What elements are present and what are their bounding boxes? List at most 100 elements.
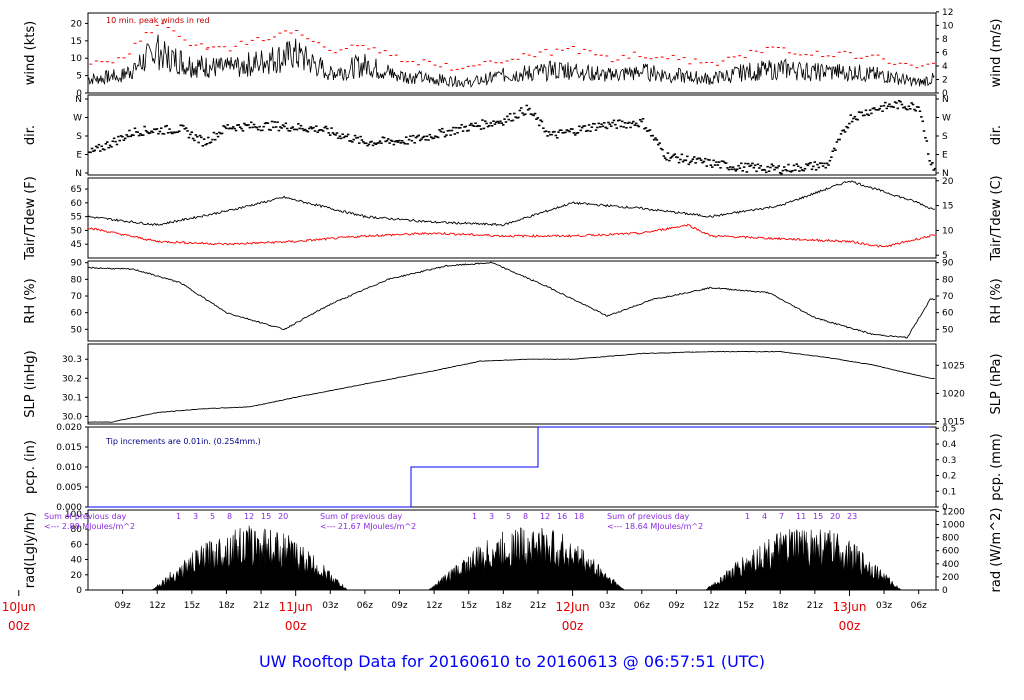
dir-point (182, 125, 185, 127)
dir-point (715, 161, 718, 163)
dir-point (423, 135, 426, 138)
slp-tick-label: 1025 (942, 361, 965, 371)
dir-point (352, 138, 355, 141)
x-tick-label: 18z (495, 601, 511, 611)
dir-point (299, 124, 303, 127)
dir-point (697, 157, 700, 160)
dir-point (283, 125, 286, 128)
rad-note-hour: 11 (796, 512, 806, 521)
dir-point (510, 120, 513, 122)
dir-point (196, 135, 199, 138)
x-tick-label: 06z (357, 601, 373, 611)
x-tick-label: 06z (911, 601, 927, 611)
dir-point (499, 120, 502, 123)
dir-point (680, 153, 684, 156)
dir-point (705, 165, 708, 167)
dir-point (453, 133, 456, 135)
slp-tick-label: 1015 (942, 418, 965, 428)
dir-point (268, 128, 271, 131)
dir-point (825, 162, 829, 165)
dir-point (100, 145, 103, 148)
dir-point (605, 127, 609, 130)
x-tick-label: 09z (391, 601, 407, 611)
pcp-tick-label: 0.020 (56, 423, 82, 433)
dir-point (211, 138, 214, 141)
dir-point (884, 101, 887, 104)
slp-tick-label: 1020 (942, 389, 965, 399)
dir-point (924, 137, 927, 139)
dir-point (601, 125, 605, 128)
dir-point (486, 125, 490, 128)
dir-point (612, 119, 616, 122)
rad-note-hour: 12 (244, 512, 254, 521)
rad-tick-label: 100 (65, 510, 82, 520)
rad-day-0 (150, 525, 349, 591)
dir-point (132, 134, 135, 137)
dir-point (845, 125, 848, 128)
rad-note-hour: 18 (574, 512, 584, 521)
dir-point (136, 131, 139, 133)
dir-point (377, 142, 380, 144)
dir-point (294, 128, 297, 131)
dir-point (308, 127, 311, 130)
dir-point (819, 162, 822, 164)
dir-point (142, 134, 145, 136)
rad-ylabel-left: rad(Lgly/hr) (23, 512, 38, 588)
dir-point (441, 127, 444, 130)
rh-tick-label: 70 (942, 292, 954, 302)
rad-tick-label: 80 (71, 525, 83, 535)
pcp-tick-label: 0.015 (56, 443, 82, 453)
dir-point (771, 165, 775, 167)
dir-point (345, 135, 348, 138)
dir-point (650, 135, 653, 137)
dir-point (439, 130, 443, 133)
dir-point (399, 142, 402, 144)
dir-point (870, 112, 873, 115)
rad-ylabel-right: rad (W/m^2) (989, 508, 1004, 593)
dir-point (816, 163, 819, 166)
dir-point (351, 141, 354, 143)
dir-point (687, 163, 690, 166)
dir-point (760, 169, 764, 171)
dir-point (893, 101, 897, 103)
dir-point (914, 109, 917, 112)
dir-point (569, 128, 573, 130)
dir-point (164, 125, 167, 128)
dir-point (928, 160, 931, 162)
dir-point (843, 131, 847, 133)
dir-point (877, 109, 880, 111)
dir-point (248, 126, 252, 129)
dir-point (367, 143, 371, 146)
dir-point (722, 160, 725, 163)
rad-day-2 (704, 529, 902, 591)
dir-point (244, 124, 247, 126)
dir-point (99, 150, 102, 152)
dir-point (376, 142, 379, 145)
dir-point (457, 127, 461, 129)
rh-tick-label: 50 (942, 325, 954, 335)
dir-point (290, 127, 293, 129)
rh-series-0 (87, 261, 936, 339)
wind-tick-label: 8 (942, 35, 948, 45)
dir-point (103, 148, 106, 151)
wind-tick-label: 5 (76, 72, 82, 82)
pcp-tick-label: 0.2 (942, 472, 956, 482)
rh-tick-label: 60 (71, 309, 83, 319)
rad-note-hour: 5 (506, 512, 511, 521)
rad-note-hour: 5 (210, 512, 215, 521)
dir-point (698, 157, 702, 160)
dir-point (326, 127, 329, 130)
dir-point (767, 170, 771, 172)
dir-point (522, 114, 526, 116)
rh-tick-label: 60 (942, 309, 954, 319)
dir-point (909, 108, 912, 110)
dir-point (679, 158, 682, 161)
rad-note-hour: 15 (261, 512, 271, 521)
rad-tick-label: 20 (71, 571, 83, 581)
dir-point (744, 162, 747, 165)
dir-point (96, 146, 99, 149)
dir-point (661, 148, 664, 151)
dir-point (106, 141, 109, 143)
dir-point (146, 131, 149, 133)
dir-point (783, 166, 786, 168)
